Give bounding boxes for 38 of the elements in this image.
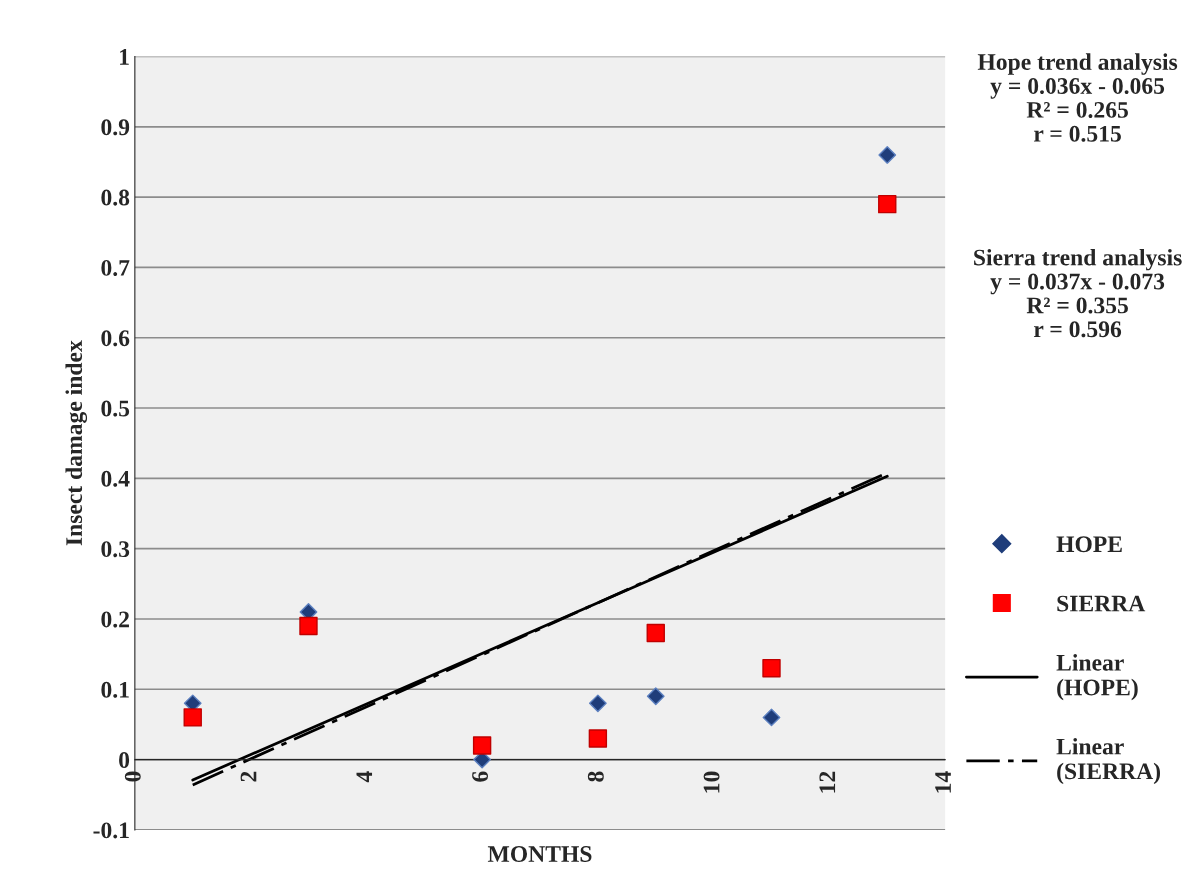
x-tick-label: 14 xyxy=(935,771,951,793)
y-tick-label: 0.2 xyxy=(101,611,129,628)
y-tick-label: 0.5 xyxy=(101,400,130,417)
point xyxy=(878,194,897,214)
y-axis-title: Insect damage index xyxy=(65,340,88,546)
legend-label: SIERRA xyxy=(1057,595,1146,612)
point xyxy=(762,658,781,678)
text: Hope trend analysis y = 0.036x - 0.065 R² = 0.265 r = 0.515 xyxy=(977,53,1178,142)
y-tick-label: -0.1 xyxy=(93,822,129,839)
point xyxy=(646,623,665,643)
point xyxy=(646,687,665,706)
point xyxy=(183,708,202,727)
point xyxy=(588,729,608,748)
y-tick-label: 0.4 xyxy=(101,470,130,487)
y-tick-label: 0 xyxy=(119,752,130,769)
text: Sierra trend analysis y = 0.037x - 0.073 R² = 0.355 r = 0.596 xyxy=(974,248,1182,338)
x-tick-label: 12 xyxy=(819,771,836,793)
x-tick-label: 4 xyxy=(356,771,373,783)
point xyxy=(299,616,318,636)
point xyxy=(762,708,781,727)
x-tick-label: 8 xyxy=(587,771,604,782)
point xyxy=(878,146,897,164)
y-tick-label: 0.1 xyxy=(101,681,129,698)
point xyxy=(588,694,607,713)
point xyxy=(472,736,492,755)
y-tick-label: 0.8 xyxy=(101,189,130,206)
y-tick-label: 0.7 xyxy=(101,259,130,276)
y-tick-label: 0.6 xyxy=(101,330,130,347)
legend-label: Linear (SIERRA) xyxy=(1056,737,1161,785)
x-tick-label: 6 xyxy=(472,771,489,782)
x-axis-title: MONTHS xyxy=(487,846,592,862)
y-tick-label: 0.9 xyxy=(101,119,130,136)
y-tick-label: 0.3 xyxy=(101,541,130,558)
legend-label: Linear (HOPE) xyxy=(1056,654,1138,701)
y-tick-label: 1 xyxy=(120,49,129,65)
x-tick-label: 2 xyxy=(240,771,257,782)
legend-label: HOPE xyxy=(1056,536,1122,553)
x-tick-label: 10 xyxy=(703,771,720,793)
